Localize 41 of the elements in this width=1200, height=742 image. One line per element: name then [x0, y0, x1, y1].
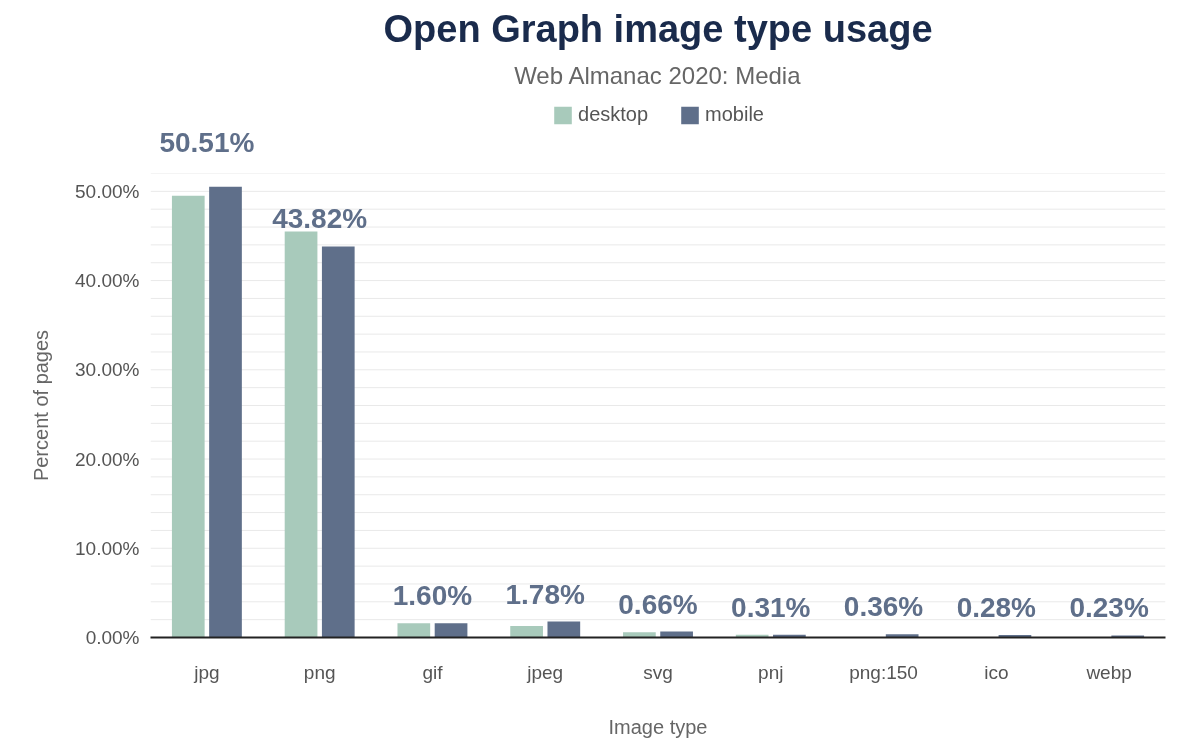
bar: [1111, 635, 1145, 638]
bar: [397, 623, 431, 638]
y-tick-label: 0.00%: [85, 627, 140, 648]
bar: [885, 634, 919, 638]
y-axis-title: Percent of pages: [30, 329, 53, 482]
data-label: 0.36%: [843, 591, 924, 623]
bar: [321, 246, 355, 638]
bar: [209, 186, 242, 638]
x-tick-label: gif: [422, 661, 444, 683]
x-tick-label: pnj: [758, 661, 784, 683]
data-label: 1.78%: [505, 578, 586, 610]
y-tick-label: 30.00%: [75, 359, 140, 381]
data-label: 0.31%: [731, 591, 811, 623]
x-tick-label: webp: [1085, 661, 1132, 683]
chart-title: Open Graph image type usage: [383, 7, 933, 50]
data-label: 50.51%: [159, 126, 255, 158]
bar: [284, 231, 318, 638]
y-tick-label: 10.00%: [75, 537, 140, 559]
bar: [510, 625, 543, 638]
x-tick-label: ico: [984, 661, 1009, 683]
bar: [547, 621, 581, 638]
x-tick-label: jpeg: [526, 661, 564, 683]
y-tick-label: 50.00%: [75, 180, 140, 202]
legend-label: desktop: [578, 103, 649, 126]
y-tick-label: 20.00%: [75, 448, 140, 470]
x-tick-label: png: [303, 661, 336, 683]
bar: [434, 623, 468, 638]
x-tick-label: png:150: [849, 661, 918, 683]
x-tick-label: svg: [643, 661, 673, 683]
bar: [623, 632, 656, 638]
data-label: 43.82%: [272, 203, 368, 235]
x-axis-title: Image type: [608, 715, 708, 738]
chart-subtitle: Web Almanac 2020: Media: [514, 61, 802, 89]
x-tick-label: jpg: [193, 661, 220, 683]
data-label: 1.60%: [392, 580, 473, 612]
data-label: 0.23%: [1069, 592, 1149, 624]
y-tick-label: 40.00%: [75, 270, 140, 292]
legend-label: mobile: [705, 103, 764, 126]
bar: [171, 195, 205, 638]
data-label: 0.66%: [618, 588, 698, 620]
data-label: 0.28%: [956, 592, 1037, 623]
